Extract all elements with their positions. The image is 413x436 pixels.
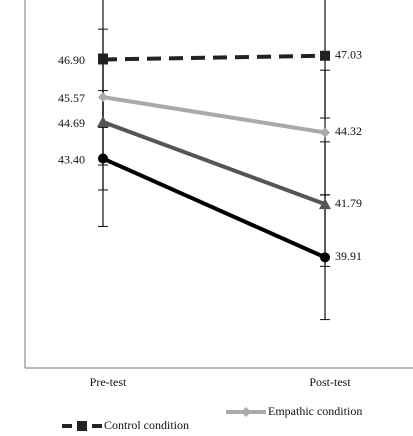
x-tick-label: Post-test <box>309 375 351 389</box>
marker <box>320 50 330 61</box>
legend-label: Empathic condition <box>268 404 362 418</box>
data-label: 43.40 <box>58 152 85 166</box>
legend-marker <box>77 421 87 431</box>
marker <box>320 127 330 138</box>
marker <box>98 54 108 65</box>
data-label: 44.32 <box>335 124 362 138</box>
x-tick-label: Pre-test <box>90 375 127 389</box>
data-label: 46.90 <box>58 53 85 67</box>
legend-marker <box>241 407 251 417</box>
legend-label: Control condition <box>104 418 189 432</box>
series-line <box>102 156 326 260</box>
series-line <box>102 120 326 206</box>
data-label: 44.69 <box>58 116 85 130</box>
data-label: 41.79 <box>335 196 362 210</box>
marker <box>320 252 330 263</box>
series-line <box>102 53 326 62</box>
series-line <box>102 95 326 135</box>
marker <box>97 116 109 128</box>
data-label: 47.03 <box>335 48 362 62</box>
plot-area <box>97 0 331 321</box>
marker <box>98 92 108 103</box>
data-label: 45.57 <box>58 91 85 105</box>
data-label: 39.91 <box>335 249 362 263</box>
marker <box>98 153 108 164</box>
marker <box>319 198 331 210</box>
